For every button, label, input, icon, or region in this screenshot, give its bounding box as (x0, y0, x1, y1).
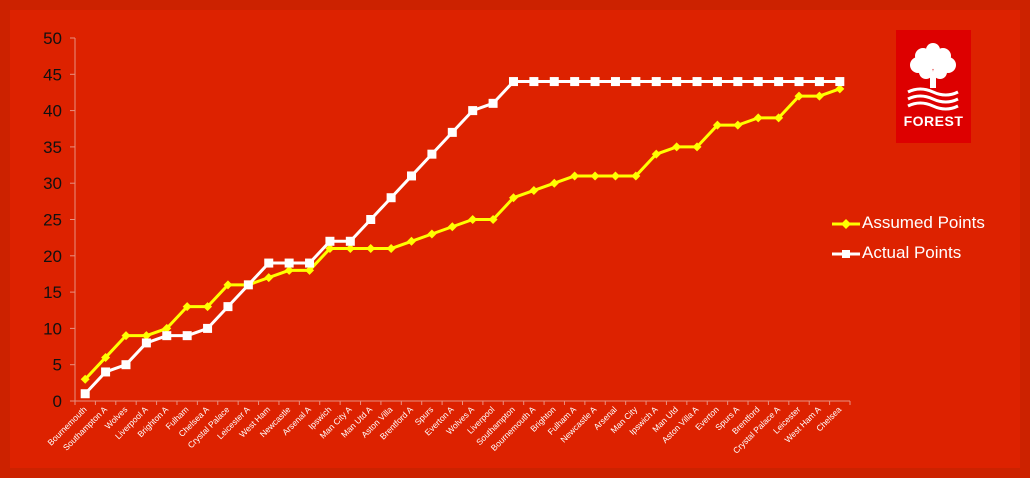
data-point-diamond (101, 352, 111, 362)
data-point-square (80, 389, 90, 399)
data-point-diamond (549, 178, 559, 188)
chart-frame (10, 10, 1020, 468)
y-tick-label: 35 (43, 138, 62, 157)
data-point-diamond (835, 84, 845, 94)
data-point-square (712, 77, 722, 87)
series-line-0 (84, 87, 841, 381)
data-point-diamond (631, 171, 641, 181)
data-point-diamond (386, 244, 396, 254)
y-tick-label: 0 (53, 392, 62, 411)
data-point-diamond (468, 215, 478, 224)
data-point-square (814, 77, 824, 87)
data-point-diamond (794, 91, 804, 101)
data-point-square (264, 258, 274, 268)
data-point-square (284, 258, 294, 268)
data-point-square (508, 77, 518, 87)
data-point-diamond (264, 273, 274, 283)
data-point-square (182, 331, 192, 341)
data-point-square (549, 77, 559, 87)
data-point-diamond (529, 185, 539, 195)
data-point-square (386, 193, 396, 203)
data-point-square (101, 367, 111, 377)
data-point-diamond (447, 222, 457, 232)
data-point-square (692, 77, 702, 87)
data-point-square (733, 77, 743, 87)
y-tick-label: 30 (43, 174, 62, 193)
data-point-square (407, 171, 417, 181)
data-point-diamond (814, 91, 824, 101)
data-point-square (345, 236, 355, 246)
data-point-diamond (284, 265, 294, 275)
data-point-square (794, 77, 804, 87)
data-point-square (488, 98, 498, 108)
data-point-diamond (80, 374, 90, 384)
tree-icon (907, 43, 959, 111)
data-point-diamond (345, 244, 355, 254)
data-point-diamond (774, 113, 784, 123)
data-point-square (203, 323, 213, 333)
legend-label-actual: Actual Points (862, 243, 962, 262)
logo-text: FOREST (903, 113, 964, 129)
data-point-square (651, 77, 661, 87)
data-point-diamond (508, 193, 518, 203)
data-point-diamond (203, 302, 213, 312)
data-point-square (223, 302, 233, 312)
data-point-square (305, 258, 315, 268)
data-point-diamond (223, 280, 233, 290)
data-point-diamond (488, 215, 498, 224)
data-point-square (672, 77, 682, 87)
data-point-square (366, 215, 376, 224)
legend-swatch-assumed (832, 219, 860, 229)
forest-logo: FOREST (896, 30, 971, 143)
data-point-diamond (407, 236, 417, 246)
data-point-diamond (305, 265, 315, 275)
data-point-diamond (712, 120, 722, 130)
data-point-diamond (570, 171, 580, 181)
legend-swatch-actual (832, 250, 860, 258)
data-point-square (447, 127, 457, 137)
y-tick-label: 50 (43, 29, 62, 48)
y-tick-label: 40 (43, 102, 62, 121)
series-line-1 (84, 80, 840, 395)
data-point-square (610, 77, 620, 87)
data-point-diamond (590, 171, 600, 181)
data-point-diamond (141, 331, 151, 341)
data-point-square (121, 360, 131, 370)
data-point-square (631, 77, 641, 87)
data-point-diamond (366, 244, 376, 254)
data-point-diamond (121, 331, 131, 341)
data-point-diamond (427, 229, 437, 239)
data-point-square (590, 77, 600, 87)
legend-label-assumed: Assumed Points (862, 213, 985, 232)
data-point-square (141, 338, 151, 348)
data-point-square (243, 280, 253, 290)
data-point-diamond (162, 323, 172, 333)
data-point-square (468, 106, 478, 116)
data-point-diamond (753, 113, 763, 123)
data-point-diamond (672, 142, 682, 152)
data-point-diamond (610, 171, 620, 181)
data-point-square (835, 77, 845, 87)
data-point-diamond (733, 120, 743, 130)
y-tick-label: 45 (43, 65, 62, 84)
data-point-diamond (692, 142, 702, 152)
data-point-square (529, 77, 539, 87)
data-point-square (570, 77, 580, 87)
y-tick-label: 15 (43, 283, 62, 302)
data-point-square (162, 331, 172, 341)
data-point-square (753, 77, 763, 87)
data-point-square (427, 149, 437, 159)
y-tick-label: 25 (43, 211, 62, 230)
data-point-diamond (651, 149, 661, 159)
data-point-diamond (325, 244, 335, 254)
y-tick-label: 10 (43, 319, 62, 338)
y-tick-label: 5 (53, 356, 62, 375)
data-point-square (774, 77, 784, 87)
y-tick-label: 20 (43, 247, 62, 266)
data-point-square (325, 236, 335, 246)
data-point-diamond (182, 302, 192, 312)
